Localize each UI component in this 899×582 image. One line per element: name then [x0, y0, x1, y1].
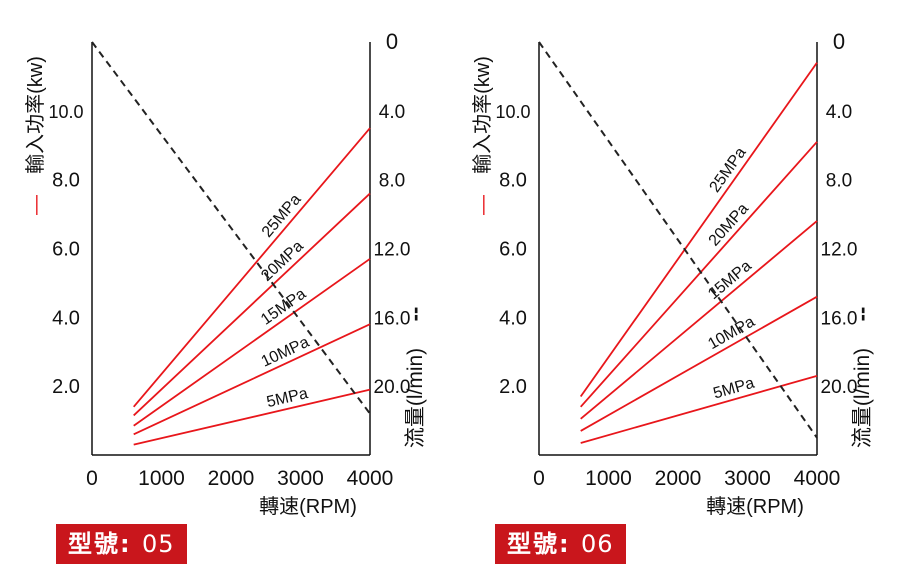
chart-panel-model-06: 0 1000 2000 3000 4000 2.0 4.0 6.0 8.0 10.0 0 4.0 8.0…: [447, 0, 897, 582]
series-label: 5MPa: [711, 375, 756, 403]
x-tick-label: 2000: [208, 467, 255, 490]
power-line-20mpa: [580, 141, 818, 408]
series-label: 10MPa: [705, 313, 758, 353]
x-tick-label: 4000: [794, 467, 841, 490]
model-label: 型號: [507, 530, 559, 558]
x-axis-title: 轉速(RPM): [706, 495, 804, 518]
y-left-tick-label: 2.0: [499, 376, 527, 398]
y-right-axis-title: 流量(l/min): [404, 348, 427, 448]
chart-svg: 0 1000 2000 3000 4000 2.0 4.0 6.0 8.0 10.0 0 4.0 8.0…: [24, 29, 427, 518]
x-tick-label: 2000: [655, 467, 702, 490]
x-tick-label: 1000: [138, 467, 185, 490]
power-line-10mpa: [133, 323, 371, 436]
y-left-tick-label: 8.0: [52, 170, 80, 192]
x-tick-label: 1000: [585, 467, 632, 490]
y-left-axis-title: 輸入功率(kw): [471, 56, 494, 174]
power-line-5mpa: [580, 374, 818, 444]
y-left-tick-label: 10.0: [495, 102, 530, 122]
x-tick-label: 4000: [347, 467, 394, 490]
y-left-tick-label: 2.0: [52, 376, 80, 398]
power-line-15mpa: [580, 220, 818, 420]
model-separator: :: [559, 530, 571, 558]
y-right-tick-label: 12.0: [821, 240, 858, 261]
series-label: 5MPa: [265, 385, 310, 411]
y-right-tick-label: 20.0: [374, 377, 411, 398]
x-tick-label: 0: [533, 467, 545, 490]
x-axis-title: 轉速(RPM): [259, 495, 357, 518]
y-right-axis-legend-marker: --: [849, 307, 874, 322]
power-line-10mpa: [580, 295, 818, 432]
y-left-tick-label: 6.0: [499, 239, 527, 261]
model-separator: :: [120, 530, 132, 558]
model-badge: 型號: 05: [56, 524, 187, 564]
y-left-axis-title: 輸入功率(kw): [24, 56, 47, 174]
power-line-5mpa: [133, 388, 371, 446]
y-right-tick-label: 0: [833, 29, 845, 54]
model-badge: 型號: 06: [495, 524, 626, 564]
power-line-20mpa: [133, 192, 371, 417]
y-left-tick-label: 4.0: [52, 307, 80, 329]
series-label: 10MPa: [259, 334, 312, 371]
y-right-tick-label: 16.0: [821, 308, 858, 329]
y-right-tick-label: 12.0: [374, 240, 411, 261]
y-right-tick-label: 4.0: [826, 102, 852, 123]
series-label: 20MPa: [258, 238, 307, 285]
y-right-tick-label: 0: [386, 29, 398, 54]
model-number: 05: [141, 530, 175, 558]
flow-line: [91, 41, 371, 415]
model-number: 06: [580, 530, 614, 558]
power-line-15mpa: [133, 258, 371, 427]
y-left-tick-label: 10.0: [48, 102, 83, 122]
y-left-tick-label: 8.0: [499, 170, 527, 192]
chart-panel-model-05: 0 1000 2000 3000 4000 2.0 4.0 6.0 8.0 10.0 0 4.0 8.0…: [24, 29, 427, 564]
chart-svg: 0 1000 2000 3000 4000 2.0 4.0 6.0 8.0 10.0 0 4.0 8.0…: [471, 29, 874, 518]
power-line-25mpa: [133, 127, 371, 408]
y-right-tick-label: 20.0: [821, 377, 858, 398]
power-line-25mpa: [579, 62, 818, 398]
y-right-axis-title: 流量(l/min): [851, 348, 874, 448]
y-left-axis-legend-marker: —: [25, 195, 47, 215]
y-right-tick-label: 8.0: [826, 171, 852, 192]
y-right-axis-legend-marker: --: [402, 307, 427, 322]
y-left-tick-label: 4.0: [499, 307, 527, 329]
x-tick-label: 0: [86, 467, 98, 490]
y-right-tick-label: 8.0: [379, 171, 405, 192]
y-right-tick-label: 16.0: [374, 308, 411, 329]
y-right-tick-label: 4.0: [379, 102, 405, 123]
x-tick-label: 3000: [724, 467, 771, 490]
series-label: 20MPa: [706, 200, 752, 249]
flow-line: [538, 41, 818, 439]
model-label: 型號: [68, 530, 120, 558]
x-tick-label: 3000: [277, 467, 324, 490]
y-left-axis-legend-marker: —: [472, 195, 494, 215]
y-left-tick-label: 6.0: [52, 239, 80, 261]
